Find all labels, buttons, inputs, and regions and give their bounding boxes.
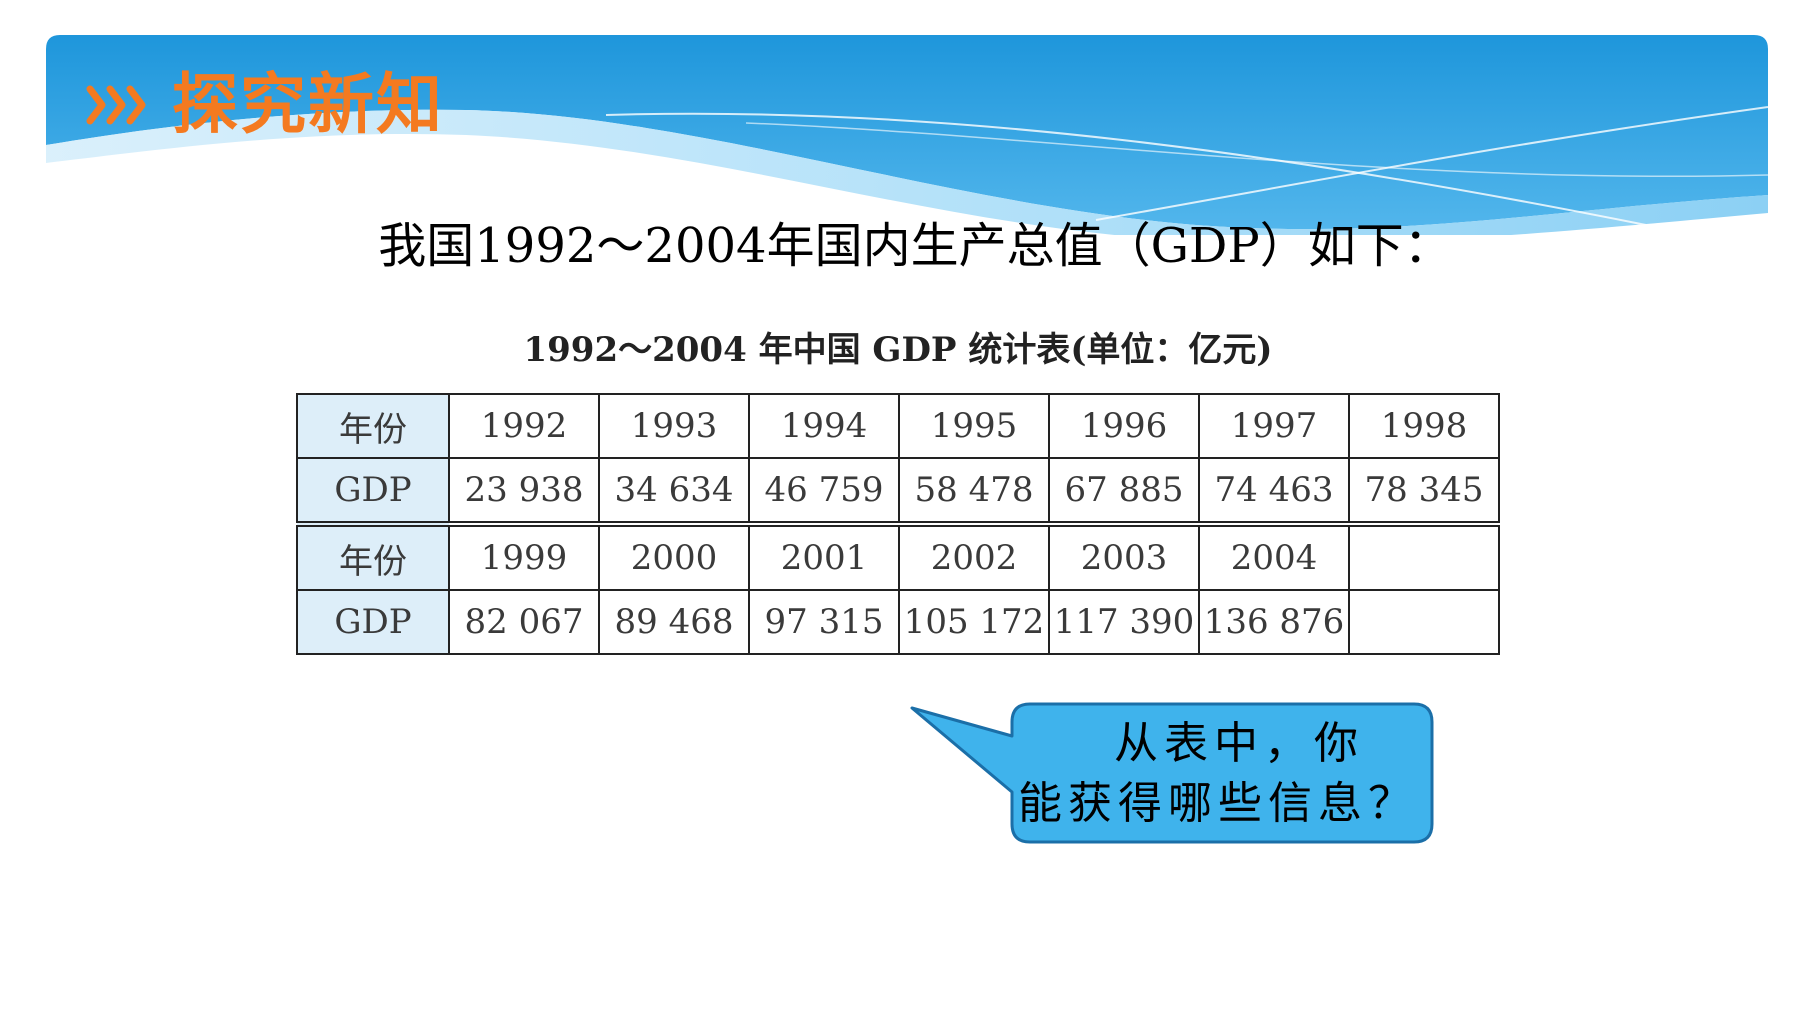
table-caption: 1992～2004 年中国 GDP 统计表(单位：亿元) bbox=[523, 330, 1273, 370]
callout-text: 从表中，你 能获得哪些信息？ bbox=[1018, 714, 1418, 834]
table-row: 年份 1992 1993 1994 1995 1996 1997 1998 bbox=[296, 393, 1500, 459]
table-row: 年份 1999 2000 2001 2002 2003 2004 bbox=[296, 521, 1500, 591]
year-cell: 2004 bbox=[1198, 521, 1350, 591]
year-cell: 1992 bbox=[448, 393, 600, 459]
year-cell: 1996 bbox=[1048, 393, 1200, 459]
year-cell: 1994 bbox=[748, 393, 900, 459]
gdp-table: 年份 1992 1993 1994 1995 1996 1997 1998 GD… bbox=[296, 393, 1500, 655]
callout-line-1: 从表中，你 bbox=[1114, 718, 1364, 769]
gdp-cell: 89 468 bbox=[598, 589, 750, 655]
year-cell bbox=[1348, 521, 1500, 591]
year-cell: 2000 bbox=[598, 521, 750, 591]
section-header: 探究新知 bbox=[86, 60, 444, 150]
intro-text: 我国1992～2004年国内生产总值（GDP）如下： bbox=[378, 218, 1452, 274]
table-row: GDP 23 938 34 634 46 759 58 478 67 885 7… bbox=[296, 457, 1500, 525]
section-title: 探究新知 bbox=[172, 66, 444, 143]
gdp-cell: 78 345 bbox=[1348, 457, 1500, 525]
row-header-year: 年份 bbox=[296, 521, 450, 591]
year-cell: 1997 bbox=[1198, 393, 1350, 459]
year-cell: 1998 bbox=[1348, 393, 1500, 459]
year-cell: 2002 bbox=[898, 521, 1050, 591]
triple-chevron-right-icon bbox=[86, 85, 146, 125]
gdp-cell: 67 885 bbox=[1048, 457, 1200, 525]
gdp-cell: 82 067 bbox=[448, 589, 600, 655]
row-header-year: 年份 bbox=[296, 393, 450, 459]
gdp-cell: 117 390 bbox=[1048, 589, 1200, 655]
gdp-cell: 97 315 bbox=[748, 589, 900, 655]
gdp-cell: 58 478 bbox=[898, 457, 1050, 525]
row-header-gdp: GDP bbox=[296, 589, 450, 655]
year-cell: 2003 bbox=[1048, 521, 1200, 591]
speech-bubble-shape bbox=[910, 702, 1434, 844]
gdp-cell: 46 759 bbox=[748, 457, 900, 525]
gdp-cell: 136 876 bbox=[1198, 589, 1350, 655]
gdp-cell bbox=[1348, 589, 1500, 655]
year-cell: 1999 bbox=[448, 521, 600, 591]
year-cell: 2001 bbox=[748, 521, 900, 591]
year-cell: 1993 bbox=[598, 393, 750, 459]
row-header-gdp: GDP bbox=[296, 457, 450, 525]
speech-bubble: 从表中，你 能获得哪些信息？ bbox=[900, 700, 1440, 850]
header-banner bbox=[46, 35, 1768, 235]
table-row: GDP 82 067 89 468 97 315 105 172 117 390… bbox=[296, 589, 1500, 655]
callout-line-2: 能获得哪些信息？ bbox=[1018, 778, 1418, 829]
gdp-cell: 34 634 bbox=[598, 457, 750, 525]
gdp-cell: 23 938 bbox=[448, 457, 600, 525]
gdp-cell: 105 172 bbox=[898, 589, 1050, 655]
gdp-cell: 74 463 bbox=[1198, 457, 1350, 525]
year-cell: 1995 bbox=[898, 393, 1050, 459]
